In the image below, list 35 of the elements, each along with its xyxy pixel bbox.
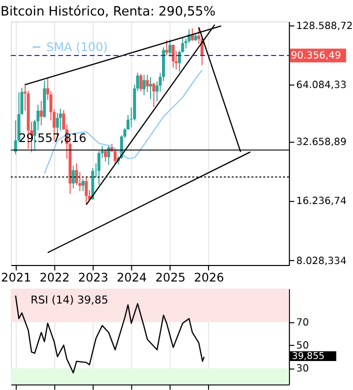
candlestick [172, 44, 175, 68]
candlestick [84, 176, 88, 206]
candlestick [72, 165, 75, 189]
candlestick [104, 148, 107, 162]
y-tick-label: 128.588,72 [296, 21, 353, 32]
candlestick [139, 73, 142, 92]
legend-label: SMA (100) [46, 40, 108, 54]
annotation: RSI (14) 39,85 [30, 293, 108, 306]
candlestick [82, 178, 84, 192]
candlestick [165, 40, 168, 56]
x-tick-label: 2024 [116, 270, 147, 284]
y-tick-label: 32.658,89 [296, 137, 346, 148]
candlestick [114, 148, 117, 164]
x-tick-label: 2021 [1, 270, 32, 284]
line-series [15, 295, 205, 374]
x-tick-label: 2026 [194, 270, 224, 284]
candlestick [40, 100, 43, 126]
y-tick-label: 16.236,74 [296, 196, 346, 208]
x-tick-label: 2023 [78, 270, 108, 284]
y-tick-label: 30 [296, 364, 309, 375]
x-tick-label: 2022 [40, 270, 70, 284]
y-tick-label: 70 [296, 318, 309, 329]
candlestick [58, 108, 62, 132]
candlestick [152, 82, 156, 108]
candlestick [146, 74, 149, 93]
candlestick [142, 74, 146, 96]
y-tick-label: 64.084,33 [296, 80, 346, 91]
x-tick-label: 2025 [155, 270, 186, 284]
candlestick [149, 76, 152, 100]
candlestick [168, 38, 172, 58]
text: 39,855 [292, 351, 325, 362]
y-tick-label: 50 [296, 340, 309, 352]
y-tick-label: 8.028,334 [296, 256, 346, 267]
chart-title: Bitcoin Histórico, Renta: 290,55% [0, 4, 216, 20]
ref-line-label: 90.356,49 [290, 50, 342, 62]
